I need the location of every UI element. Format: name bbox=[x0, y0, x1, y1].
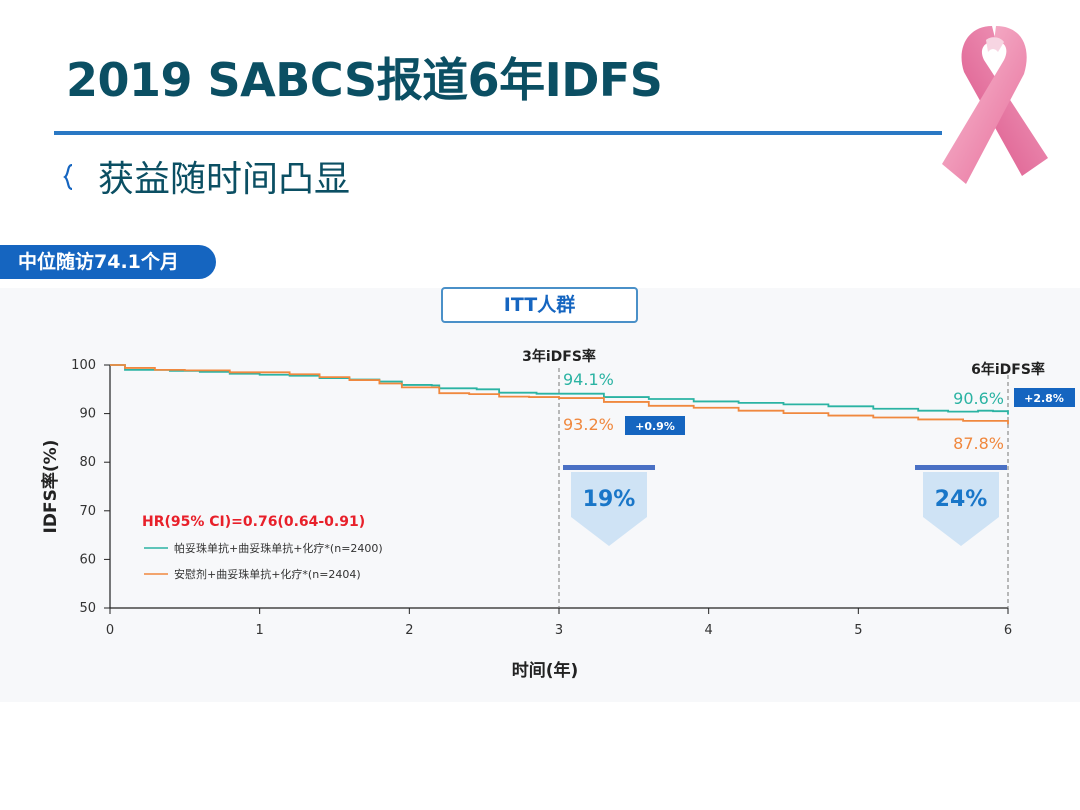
risk-reduction-bar bbox=[563, 465, 655, 470]
difference-label: +0.9% bbox=[635, 420, 675, 433]
hazard-ratio-label: HR(95% CI)=0.76(0.64-0.91) bbox=[142, 514, 365, 530]
y-tick-label: 50 bbox=[79, 601, 96, 616]
x-tick-label: 1 bbox=[256, 623, 264, 638]
x-tick-label: 5 bbox=[854, 623, 862, 638]
y-tick-label: 70 bbox=[79, 504, 96, 519]
chart-panel bbox=[0, 288, 1080, 702]
legend-label: 安慰剂+曲妥珠单抗+化疗*(n=2404) bbox=[174, 567, 361, 581]
difference-label: +2.8% bbox=[1024, 392, 1064, 405]
y-tick-label: 60 bbox=[79, 552, 96, 567]
rate-header: 6年iDFS率 bbox=[971, 361, 1045, 378]
legend-label: 帕妥珠单抗+曲妥珠单抗+化疗*(n=2400) bbox=[174, 541, 383, 555]
brace-bullet-icon bbox=[63, 164, 73, 190]
x-axis-title: 时间(年) bbox=[512, 660, 579, 681]
title-divider bbox=[54, 131, 942, 135]
risk-reduction-arrow bbox=[571, 472, 647, 546]
x-tick-label: 4 bbox=[705, 623, 713, 638]
x-tick-label: 6 bbox=[1004, 623, 1012, 638]
x-tick-label: 0 bbox=[106, 623, 114, 638]
y-tick-label: 90 bbox=[79, 407, 96, 422]
pink-ribbon-icon bbox=[942, 26, 1048, 184]
y-axis-title: IDFS率(%) bbox=[40, 440, 61, 534]
difference-badge bbox=[625, 416, 685, 435]
control-rate-label: 93.2% bbox=[563, 415, 614, 434]
treatment-survival-curve bbox=[110, 364, 1009, 415]
x-tick-label: 3 bbox=[555, 623, 563, 638]
x-tick-label: 2 bbox=[405, 623, 413, 638]
risk-reduction-bar bbox=[915, 465, 1007, 470]
risk-reduction-arrow bbox=[923, 472, 999, 546]
slide-title: 2019 SABCS报道6年IDFS bbox=[66, 53, 663, 107]
rate-header: 3年iDFS率 bbox=[522, 348, 596, 365]
subtitle: 获益随时间凸显 bbox=[98, 159, 351, 200]
treatment-rate-label: 90.6% bbox=[953, 389, 1004, 408]
control-survival-curve bbox=[110, 364, 1009, 425]
difference-badge bbox=[1014, 388, 1075, 407]
followup-badge: 中位随访74.1个月 bbox=[0, 245, 216, 279]
population-tab: ITT人群 bbox=[441, 287, 638, 323]
y-tick-label: 80 bbox=[79, 455, 96, 470]
risk-reduction-label: 19% bbox=[583, 487, 636, 512]
control-rate-label: 87.8% bbox=[953, 434, 1004, 453]
treatment-rate-label: 94.1% bbox=[563, 370, 614, 389]
risk-reduction-label: 24% bbox=[935, 487, 988, 512]
y-tick-label: 100 bbox=[71, 358, 96, 373]
